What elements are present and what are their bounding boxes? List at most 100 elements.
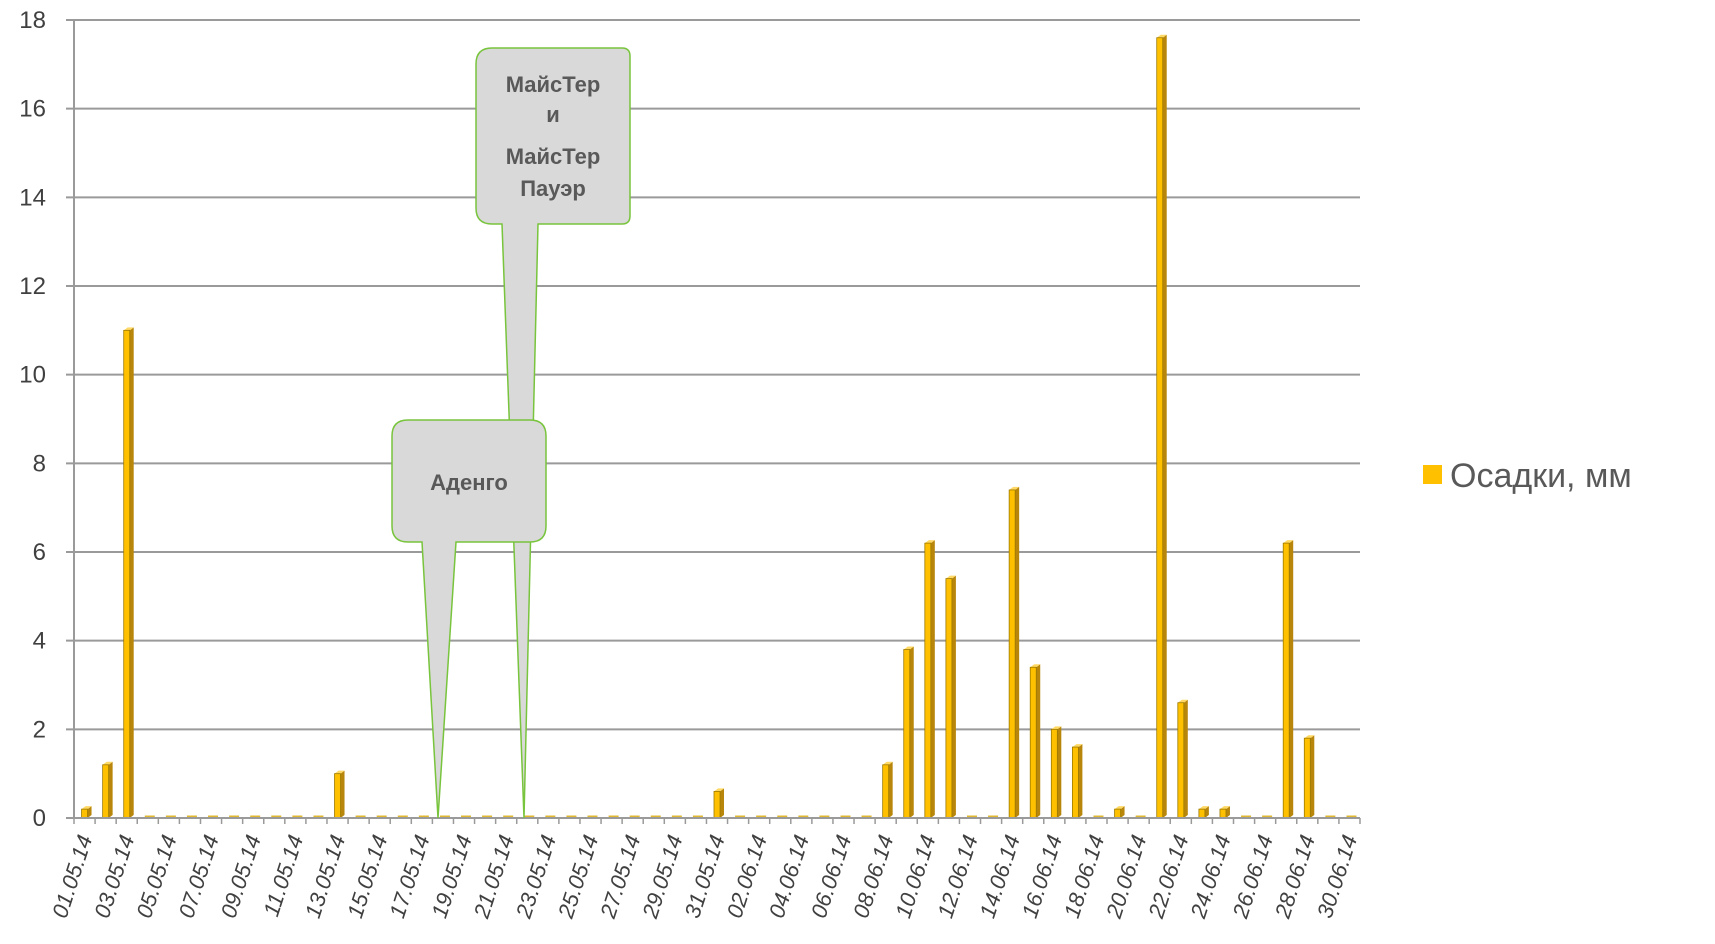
bar-side (930, 540, 935, 818)
x-tick-label: 22.06.14 (1143, 832, 1194, 922)
bar-side (720, 788, 724, 818)
x-tick-label: 28.06.14 (1270, 832, 1321, 922)
y-tick-label: 8 (33, 450, 46, 477)
x-tick-label: 29.05.14 (637, 832, 688, 922)
bar-top (1009, 486, 1020, 490)
bar-top (924, 540, 935, 544)
bar-top (1051, 726, 1062, 730)
bar-top (1177, 699, 1188, 703)
legend: Осадки, мм (1423, 457, 1632, 495)
callout-maister-line-1: МайсТер (506, 72, 601, 97)
bar-top (1219, 806, 1230, 810)
bar-side (1289, 540, 1294, 818)
bar-face (924, 542, 932, 819)
y-axis: 0 2 4 6 8 10 12 14 16 18 (19, 7, 75, 832)
bar-side (1120, 806, 1125, 818)
y-tick-label: 4 (33, 628, 46, 655)
bar-face (1219, 808, 1227, 819)
bar-face (81, 808, 88, 819)
bar (1029, 664, 1041, 819)
x-tick-label: 03.05.14 (89, 832, 139, 921)
x-tick-label: 12.06.14 (932, 832, 982, 921)
bar-face (1050, 728, 1058, 819)
x-tick-label: 14.06.14 (975, 832, 1025, 921)
bar-top (1304, 735, 1315, 739)
bar (1198, 806, 1209, 819)
x-tick-label: 18.06.14 (1059, 832, 1109, 921)
bar-face (1282, 542, 1290, 819)
x-tick-label: 15.05.14 (342, 832, 392, 921)
x-tick-label: 13.05.14 (300, 832, 350, 921)
bar-face (1303, 737, 1311, 819)
bar-face (123, 329, 131, 819)
bar-side (1183, 699, 1188, 818)
callout-adengo: Аденго (391, 419, 547, 819)
y-tick-label: 12 (19, 273, 46, 300)
bar (1114, 806, 1125, 819)
bar-face (1071, 746, 1079, 819)
y-tick-label: 2 (33, 716, 46, 743)
bar-face (1029, 666, 1037, 819)
y-tick-label: 10 (19, 362, 46, 389)
x-tick-label: 25.05.14 (553, 832, 604, 922)
bar-side (129, 327, 134, 818)
callout-adengo-text: Аденго (430, 470, 508, 495)
bar-side (1078, 744, 1083, 818)
bar-face (945, 578, 953, 819)
bar-face (1008, 489, 1016, 819)
bar (1177, 699, 1188, 819)
x-tick-label: 06.06.14 (806, 832, 856, 921)
bar (1071, 744, 1083, 819)
x-tick-label: 11.05.14 (258, 832, 308, 920)
bar-face (1177, 702, 1185, 819)
bar-side (87, 806, 92, 818)
x-tick-label: 24.06.14 (1185, 832, 1236, 922)
bar (924, 540, 935, 819)
callout-adengo-shape (391, 419, 547, 819)
bar-side (108, 761, 113, 818)
bar (334, 770, 345, 819)
bar (1303, 735, 1315, 819)
y-tick-label: 14 (19, 184, 46, 211)
bar (123, 327, 134, 819)
bar (102, 761, 113, 819)
bar-top (714, 788, 724, 792)
bar (81, 806, 92, 819)
bar-side (1015, 486, 1020, 818)
callout-maister-line-4: Пауэр (520, 176, 586, 201)
bar-top (903, 646, 914, 650)
bar-side (909, 646, 914, 818)
x-tick-label: 10.06.14 (890, 832, 940, 921)
x-tick-label: 23.05.14 (511, 832, 562, 922)
x-tick-label: 02.06.14 (722, 832, 772, 921)
legend-swatch (1423, 465, 1442, 484)
bar-side (888, 761, 893, 818)
y-tick-label: 0 (33, 805, 46, 832)
bar (1008, 486, 1020, 819)
bar-side (1204, 806, 1209, 818)
x-tick-label: 08.06.14 (848, 832, 898, 921)
x-tick-label: 21.05.14 (468, 832, 519, 922)
bar-face (1114, 808, 1121, 819)
bar-top (1283, 540, 1294, 544)
bar-face (1156, 37, 1164, 819)
bar-side (1310, 735, 1315, 818)
bar-top (882, 761, 893, 765)
x-tick-label: 20.06.14 (1101, 832, 1152, 922)
x-tick-label: 04.06.14 (764, 832, 814, 921)
y-tick-label: 16 (19, 96, 46, 123)
x-tick-label: 09.05.14 (216, 832, 266, 921)
bar (1219, 806, 1230, 819)
bar-face (903, 649, 911, 819)
callout-maister-line-3: МайсТер (506, 144, 601, 169)
x-tick-label: 27.05.14 (595, 832, 646, 922)
bar-side (340, 770, 345, 818)
bar (903, 646, 914, 819)
bar-top (102, 761, 113, 765)
bar-side (1057, 726, 1062, 818)
grid-lines (66, 19, 1360, 819)
bar-side (951, 575, 956, 818)
bar-top (1072, 744, 1083, 748)
bar-face (102, 764, 110, 819)
